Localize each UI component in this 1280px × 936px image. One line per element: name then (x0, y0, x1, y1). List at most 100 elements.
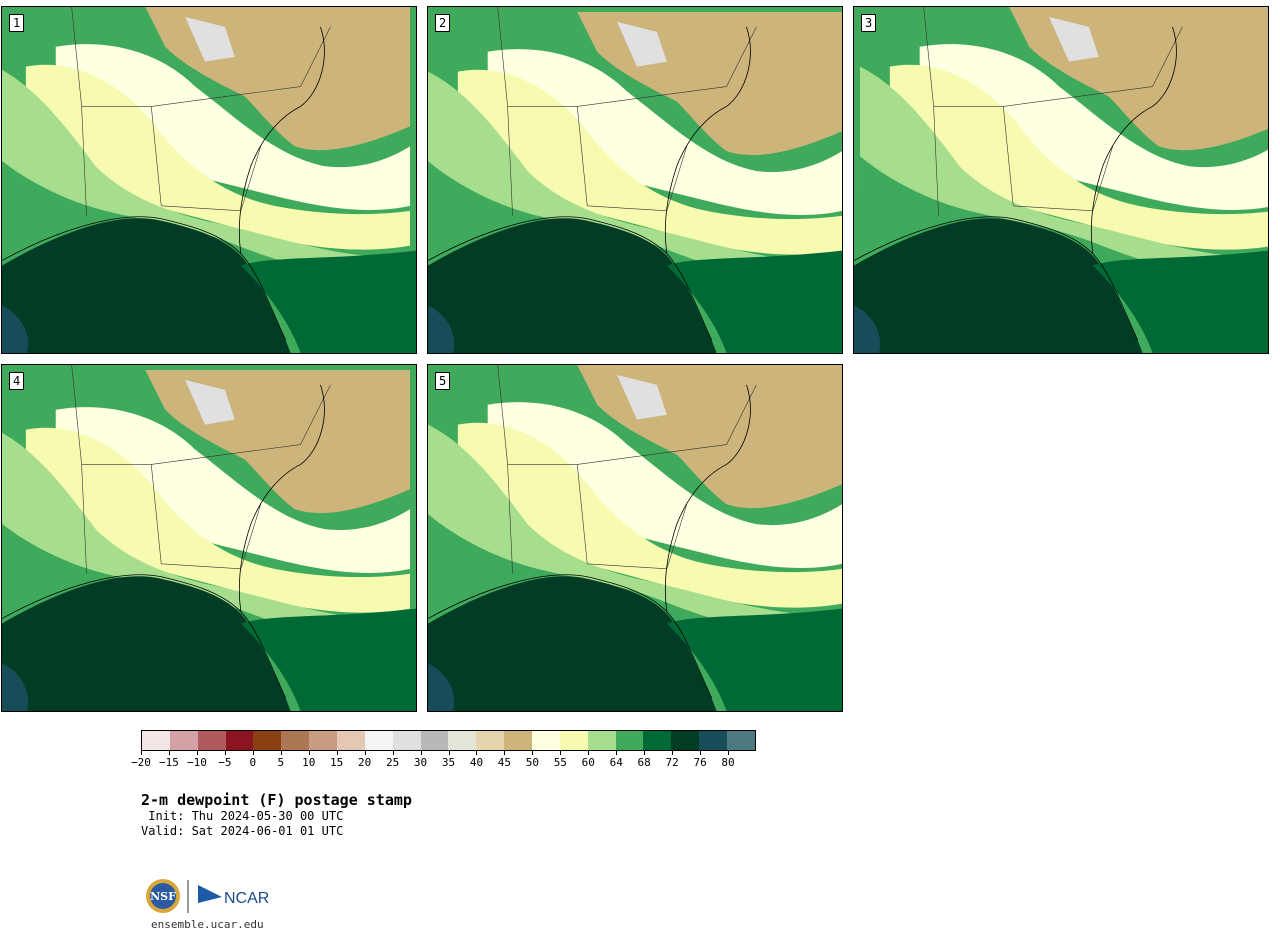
colorbar-tick-label: 50 (525, 756, 539, 769)
colorbar-swatch (142, 731, 170, 750)
colorbar-tick (336, 751, 338, 755)
panel-label: 5 (435, 372, 451, 390)
colorbar-tick (448, 751, 450, 755)
atlantic-water (240, 608, 416, 711)
colorbar-swatch (671, 731, 700, 750)
atlantic-water (666, 608, 842, 711)
gulf-water (2, 576, 291, 711)
dewpoint-band (487, 402, 842, 568)
dewpoint-band (25, 427, 411, 613)
colorbar-swatch (699, 731, 728, 750)
colorbar-tick (644, 751, 646, 755)
deep-water (2, 305, 29, 353)
colorbar-tick-label: 40 (469, 756, 484, 769)
dewpoint-band (185, 379, 235, 425)
colorbar-tick-label: 0 (249, 756, 257, 769)
coastline (2, 384, 325, 699)
colorbar-tick-label: −20 (131, 756, 151, 769)
panel-label: 3 (861, 14, 877, 32)
colorbar-swatch (643, 731, 672, 750)
atlantic-water (240, 250, 416, 353)
colorbar-tick (504, 751, 506, 755)
colorbar-tick-label: 35 (441, 756, 456, 769)
state-borders (497, 365, 757, 574)
colorbar-tick (308, 751, 310, 755)
deep-water (854, 305, 881, 353)
colorbar-tick-label: 45 (497, 756, 512, 769)
colorbar-tick (252, 751, 254, 755)
colorbar-swatch (615, 731, 644, 750)
colorbar-swatch (587, 731, 616, 750)
colorbar-swatch (420, 731, 449, 750)
colorbar-swatch (504, 731, 533, 750)
colorbar-tick-label: −10 (186, 756, 207, 769)
dewpoint-band (889, 64, 1268, 250)
dewpoint-band (55, 407, 411, 573)
logos: NSF NCAR (144, 877, 274, 917)
map-svg (428, 7, 842, 353)
colorbar-swatch (476, 731, 505, 750)
dewpoint-band (617, 374, 667, 420)
colorbar-tick-label: 64 (609, 756, 623, 769)
colorbar-tick-label: −15 (159, 756, 179, 769)
dewpoint-band (457, 69, 842, 255)
coastline (428, 384, 751, 699)
colorbar-swatch (337, 731, 365, 750)
colorbar-swatch (309, 731, 338, 750)
colorbar-tick-label: 25 (385, 756, 400, 769)
colorbar-tick-label: 60 (581, 756, 595, 769)
gulf-water (854, 218, 1143, 353)
atlantic-water (1092, 250, 1268, 353)
dewpoint-band (919, 44, 1268, 210)
map-svg (854, 7, 1268, 353)
dewpoint-band (185, 16, 235, 62)
colorbar-tick-label: 68 (637, 756, 651, 769)
colorbar-tick (280, 751, 282, 755)
map-panel-2: 2 (427, 6, 843, 354)
colorbar-swatch (169, 731, 198, 750)
dewpoint-band (55, 44, 411, 210)
colorbar-tick-label: 5 (277, 756, 285, 769)
ncar-logo: NCAR (198, 885, 269, 907)
colorbar-tick-label: 76 (693, 756, 707, 769)
colorbar-tick (700, 751, 702, 755)
colorbar-tick (420, 751, 422, 755)
ncar-logo-text: NCAR (224, 890, 269, 907)
init-time: Init: Thu 2024-05-30 00 UTC (141, 809, 344, 823)
colorbar-tick-label: 15 (330, 756, 344, 769)
deep-water (2, 663, 29, 711)
colorbar-tick-label: 72 (665, 756, 679, 769)
site-url: ensemble.ucar.edu (151, 918, 264, 931)
dewpoint-band (617, 21, 667, 67)
colorbar-tick-label: 10 (302, 756, 316, 769)
dewpoint-band (487, 49, 842, 215)
dewpoint-band (457, 422, 842, 608)
colorbar-swatch (392, 731, 421, 750)
gulf-water (2, 218, 291, 353)
valid-time: Valid: Sat 2024-06-01 01 UTC (141, 824, 344, 838)
panel-label: 2 (435, 14, 451, 32)
map-panel-1: 1 (1, 6, 417, 354)
deep-water (428, 663, 455, 711)
state-borders (923, 7, 1183, 216)
coastline (2, 26, 325, 341)
state-borders (71, 7, 331, 216)
colorbar-swatch (253, 731, 282, 750)
colorbar-tick (588, 751, 590, 755)
colorbar-tick (616, 751, 618, 755)
atlantic-water (666, 250, 842, 353)
panel-label: 1 (9, 14, 25, 32)
colorbar-tick (392, 751, 394, 755)
colorbar-swatch (281, 731, 310, 750)
colorbar (141, 730, 756, 751)
map-svg (428, 365, 842, 711)
colorbar-tick (532, 751, 534, 755)
gulf-water (428, 218, 717, 353)
colorbar-tick (168, 751, 170, 755)
panel-label: 4 (9, 372, 25, 390)
colorbar-swatch (559, 731, 588, 750)
colorbar-tick (224, 751, 226, 755)
nsf-logo-text: NSF (150, 890, 176, 903)
colorbar-tick-label: 55 (553, 756, 567, 769)
colorbar-swatch (197, 731, 226, 750)
